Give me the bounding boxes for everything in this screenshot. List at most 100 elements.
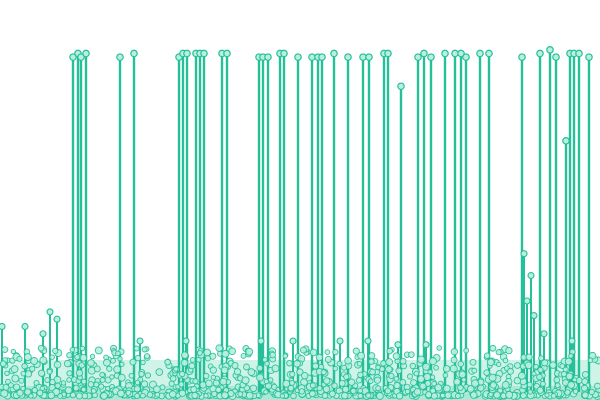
noise-point xyxy=(413,388,422,396)
tall-stem-marker xyxy=(69,53,77,61)
noise-point xyxy=(332,348,339,356)
noise-point xyxy=(517,371,526,380)
noise-point xyxy=(463,347,470,354)
noise-point xyxy=(31,387,38,394)
noise-point xyxy=(536,373,543,381)
noise-point xyxy=(271,364,280,373)
noise-point xyxy=(202,372,210,380)
noise-point xyxy=(384,387,392,395)
short-stem-marker xyxy=(336,337,344,345)
noise-point xyxy=(23,353,32,362)
noise-point xyxy=(72,384,80,392)
noise-point xyxy=(425,391,433,399)
noise-point xyxy=(537,366,544,373)
noise-point xyxy=(439,392,446,399)
noise-point xyxy=(12,383,21,391)
short-stem-marker xyxy=(523,297,531,305)
short-stem-marker xyxy=(527,271,535,280)
noise-point xyxy=(356,360,363,367)
noise-point xyxy=(427,369,433,375)
short-stem-marker xyxy=(540,330,548,338)
noise-point xyxy=(471,367,478,374)
noise-point xyxy=(0,389,9,398)
noise-point xyxy=(461,377,467,383)
noise-point xyxy=(347,378,356,386)
noise-point xyxy=(279,393,286,399)
noise-points-group xyxy=(0,344,600,400)
noise-point xyxy=(419,382,427,390)
noise-point xyxy=(0,360,7,367)
noise-point xyxy=(247,368,256,376)
noise-point xyxy=(134,379,141,386)
short-stem-marker xyxy=(520,250,528,258)
noise-point xyxy=(30,357,39,365)
short-stem-marker xyxy=(182,337,190,345)
noise-point xyxy=(422,362,431,371)
noise-point xyxy=(173,366,179,372)
noise-point xyxy=(444,391,452,399)
tall-stem-marker xyxy=(441,49,449,58)
noise-point xyxy=(483,352,491,359)
short-stem-marker xyxy=(364,337,372,345)
tall-stem-marker xyxy=(200,49,208,58)
noise-point xyxy=(46,368,53,375)
noise-point xyxy=(417,375,425,383)
noise-point xyxy=(431,380,437,387)
noise-point xyxy=(565,372,574,381)
noise-point xyxy=(63,359,72,368)
noise-point xyxy=(269,351,276,359)
noise-point xyxy=(457,384,464,391)
noise-point xyxy=(453,378,461,386)
tall-stem-marker xyxy=(397,82,405,91)
noise-point xyxy=(350,387,357,395)
noise-point xyxy=(140,392,146,399)
noise-point xyxy=(290,392,297,400)
noise-point xyxy=(16,389,24,397)
noise-point xyxy=(489,381,497,389)
noise-point xyxy=(293,360,301,368)
noise-point xyxy=(75,369,84,377)
tall-stem-marker xyxy=(420,49,428,58)
noise-point xyxy=(417,355,426,364)
noise-point xyxy=(210,374,217,381)
noise-point xyxy=(450,348,459,356)
noise-point xyxy=(128,372,135,379)
noise-point xyxy=(385,358,394,366)
noise-point xyxy=(203,348,212,357)
tall-stem-marker xyxy=(82,49,90,58)
noise-point xyxy=(373,376,382,384)
noise-point xyxy=(581,378,589,386)
noise-point xyxy=(221,391,229,400)
noise-point xyxy=(434,383,443,392)
noise-point xyxy=(567,381,575,389)
noise-point xyxy=(332,365,338,372)
noise-point xyxy=(525,353,533,361)
noise-point xyxy=(316,385,323,392)
noise-point xyxy=(80,386,87,393)
noise-point xyxy=(189,357,196,363)
noise-point xyxy=(430,392,438,400)
noise-point xyxy=(169,375,177,382)
tall-stems-group xyxy=(69,46,593,392)
noise-point xyxy=(256,373,265,382)
noise-point xyxy=(538,355,545,362)
noise-point xyxy=(541,359,549,367)
noise-point xyxy=(406,373,414,380)
noise-point xyxy=(141,380,149,388)
noise-point xyxy=(2,384,10,391)
noise-point xyxy=(241,376,250,385)
noise-point xyxy=(66,352,73,359)
noise-point xyxy=(594,382,600,390)
noise-point xyxy=(125,389,132,396)
tall-stem-marker xyxy=(462,53,470,61)
tall-stem-marker xyxy=(330,49,338,58)
noise-point xyxy=(488,373,497,382)
noise-point xyxy=(289,379,295,386)
noise-point xyxy=(263,389,269,395)
tall-stem-marker xyxy=(294,53,302,61)
noise-point xyxy=(103,358,111,367)
noise-point xyxy=(75,392,83,400)
noise-point xyxy=(404,388,411,395)
noise-point xyxy=(357,392,364,399)
